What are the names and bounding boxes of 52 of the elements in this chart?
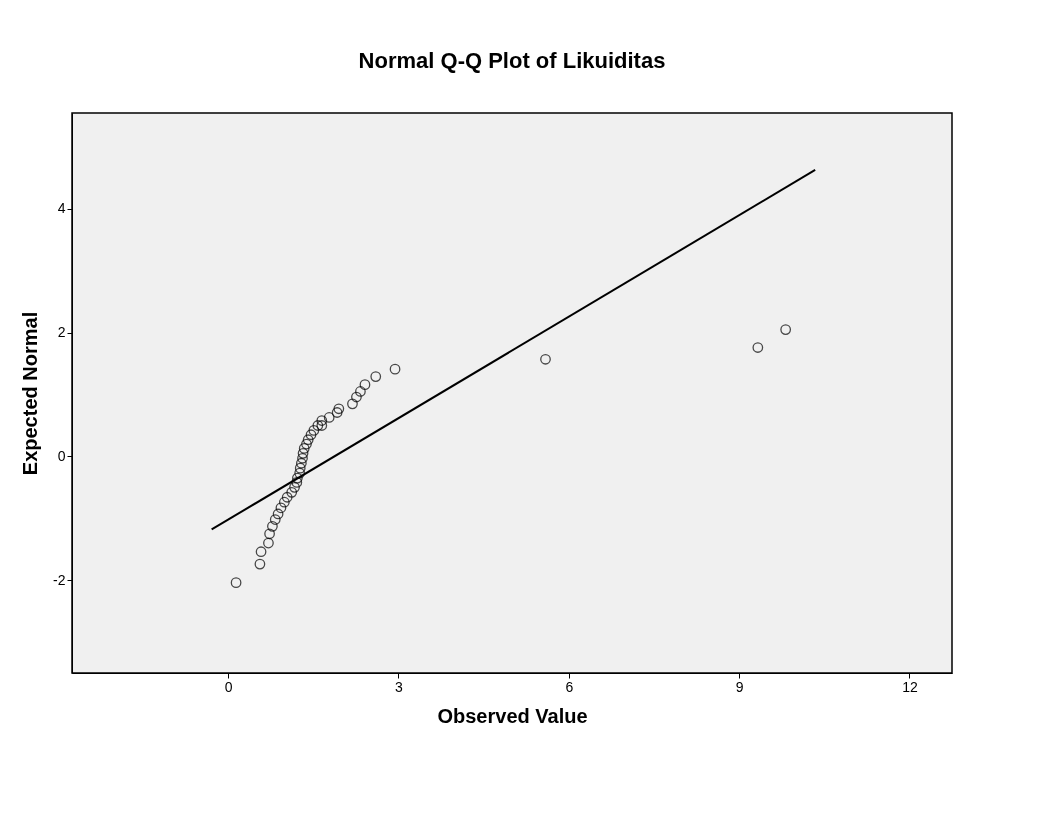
x-tick-label: 0 (224, 678, 233, 695)
y-tick-label: 2 (57, 324, 66, 341)
point (264, 528, 275, 540)
point (389, 363, 401, 375)
point (351, 391, 362, 403)
point (255, 546, 267, 558)
point (275, 502, 287, 514)
x-tick-label: 3 (395, 678, 404, 695)
point (298, 443, 310, 454)
x-tick-label: 9 (735, 678, 744, 695)
point (297, 447, 309, 459)
x-tick-label: 12 (902, 678, 918, 695)
point (269, 514, 281, 525)
point (752, 342, 764, 353)
point (230, 577, 242, 589)
point (316, 415, 328, 426)
point (272, 508, 284, 520)
point (305, 429, 317, 441)
y-axis-title: Expected Normal (19, 311, 42, 476)
y-tick-label: 0 (57, 447, 66, 464)
x-tick-label: 6 (565, 678, 574, 695)
point (281, 491, 293, 503)
point (323, 412, 335, 423)
point (331, 407, 343, 418)
point (295, 457, 307, 469)
y-tick-label: -2 (53, 571, 66, 588)
point (254, 558, 266, 570)
point (316, 420, 328, 431)
point (302, 434, 314, 446)
point (289, 481, 300, 493)
point (347, 398, 358, 410)
chart-title: Normal Q-Q Plot of Likuiditas (358, 48, 666, 73)
point (333, 403, 345, 415)
point (291, 477, 303, 488)
point (292, 472, 303, 484)
point (540, 353, 551, 365)
y-tick-label: 4 (57, 200, 66, 217)
point (263, 537, 274, 549)
point (359, 379, 371, 391)
point (267, 520, 278, 532)
point (370, 371, 382, 382)
point (312, 420, 324, 431)
point (286, 486, 298, 498)
point (294, 467, 306, 479)
point (297, 452, 308, 464)
point (301, 438, 312, 450)
point (294, 462, 306, 474)
point (278, 496, 290, 508)
point (308, 425, 320, 436)
point (355, 386, 366, 397)
x-axis-title: Observed Value (437, 704, 588, 727)
point (780, 324, 792, 335)
